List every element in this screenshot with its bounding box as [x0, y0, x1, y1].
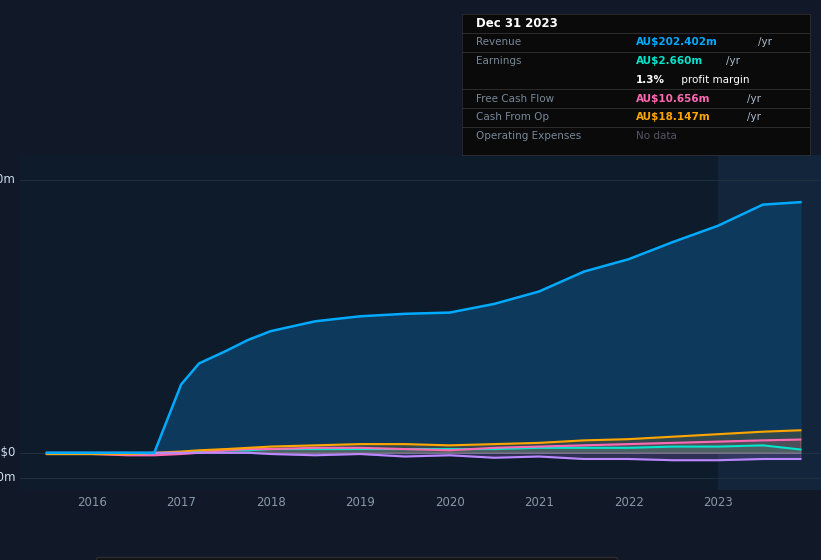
Text: Earnings: Earnings — [476, 56, 521, 66]
Text: AU$202.402m: AU$202.402m — [636, 37, 718, 47]
Text: AU$220m: AU$220m — [0, 173, 16, 186]
Text: AU$10.656m: AU$10.656m — [636, 94, 710, 104]
Text: /yr: /yr — [747, 113, 761, 123]
Text: Operating Expenses: Operating Expenses — [476, 131, 581, 141]
Text: No data: No data — [636, 131, 677, 141]
Text: 1.3%: 1.3% — [636, 75, 665, 85]
Text: AU$0: AU$0 — [0, 446, 16, 459]
Text: profit margin: profit margin — [678, 75, 750, 85]
Text: /yr: /yr — [758, 37, 772, 47]
Text: AU$2.660m: AU$2.660m — [636, 56, 704, 66]
Text: Revenue: Revenue — [476, 37, 521, 47]
Text: /yr: /yr — [747, 94, 761, 104]
Legend: Revenue, Earnings, Free Cash Flow, Cash From Op, Operating Expenses: Revenue, Earnings, Free Cash Flow, Cash … — [96, 557, 617, 560]
Bar — [718, 155, 821, 490]
Text: Cash From Op: Cash From Op — [476, 113, 549, 123]
Text: -AU$20m: -AU$20m — [0, 471, 16, 484]
Text: /yr: /yr — [727, 56, 741, 66]
Text: Dec 31 2023: Dec 31 2023 — [476, 17, 557, 30]
Text: AU$18.147m: AU$18.147m — [636, 113, 711, 123]
Text: Free Cash Flow: Free Cash Flow — [476, 94, 554, 104]
